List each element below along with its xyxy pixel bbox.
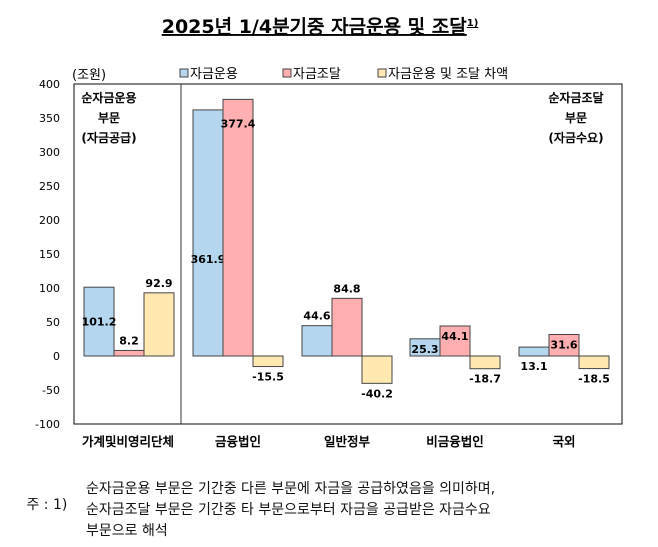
y-tick-label: 50 <box>46 316 60 329</box>
plot-frame <box>73 83 623 425</box>
legend-swatch <box>179 68 189 78</box>
unit-label: (조원) <box>72 68 106 83</box>
bar <box>439 325 471 357</box>
title-superscript: 1) <box>467 18 479 29</box>
bar <box>361 355 393 384</box>
data-label: -40.2 <box>361 387 393 400</box>
y-tick-label: 0 <box>53 350 60 363</box>
y-tick-label: -50 <box>42 384 60 397</box>
y-tick-label: 400 <box>39 78 60 91</box>
y-tick-label: 200 <box>39 214 60 227</box>
x-tick-label: 비금융법인 <box>426 434 484 449</box>
data-label: 44.1 <box>441 330 468 343</box>
legend-label: 자금운용 및 조달 차액 <box>388 67 508 82</box>
annotation-net-demand: 부문 <box>565 111 587 125</box>
bar <box>548 334 580 357</box>
bar <box>578 355 610 370</box>
footnote: 주 : 1) <box>22 478 67 514</box>
x-tick-label: 가계및비영리단체 <box>82 434 174 449</box>
data-label: -15.5 <box>252 371 284 384</box>
legend-label: 자금조달 <box>293 67 341 82</box>
y-tick-label: 350 <box>39 112 60 125</box>
bar <box>143 292 175 357</box>
x-tick-label: 국외 <box>552 434 575 449</box>
data-label: 31.6 <box>550 339 577 352</box>
footnote-line-1: 순자금운용 부문은 기간중 다른 부문에 자금을 공급하였음을 의미하며, <box>86 481 496 497</box>
bar <box>113 349 145 357</box>
legend-swatch <box>282 68 292 78</box>
data-label: 25.3 <box>411 343 438 356</box>
data-label: 92.9 <box>145 277 172 290</box>
bar <box>331 297 363 357</box>
chart-title: 2025년 1/4분기중 자금운용 및 조달1) <box>162 16 479 38</box>
data-label: 377.4 <box>221 117 256 130</box>
bar <box>518 346 550 357</box>
data-label: -18.5 <box>578 373 610 386</box>
annotation-net-supply: 순자금운용 <box>81 90 136 105</box>
bar <box>222 98 254 357</box>
bar <box>301 325 333 357</box>
y-tick-label: 250 <box>39 180 60 193</box>
annotation-net-supply: 부문 <box>98 111 120 125</box>
data-label: 8.2 <box>119 334 139 347</box>
bar <box>192 109 224 357</box>
legend: 자금운용 자금조달 자금운용 및 조달 차액 <box>179 67 508 82</box>
x-tick-label: 금융법인 <box>215 434 261 449</box>
data-label: 101.2 <box>82 316 117 329</box>
annotation-net-demand: (자금수요) <box>548 130 603 145</box>
footnote-prefix: 주 : 1) <box>26 497 68 513</box>
data-label: 361.9 <box>191 253 226 266</box>
y-tick-label: 150 <box>39 248 60 261</box>
annotation-net-demand: 순자금조달 <box>548 90 603 105</box>
bar <box>83 286 115 357</box>
annotation-net-supply: (자금공급) <box>81 130 136 145</box>
footnote-line-3: 부문으로 해석 <box>86 523 168 539</box>
legend-swatch <box>377 68 387 78</box>
y-tick-label: -100 <box>35 418 60 431</box>
data-label: 84.8 <box>333 282 360 295</box>
x-tick-label: 일반정부 <box>324 434 371 449</box>
legend-label: 자금운용 <box>190 67 238 82</box>
bar <box>469 355 501 370</box>
footnote-line-2: 순자금조달 부문은 기간중 타 부문으로부터 자금을 공급받은 자금수요 <box>86 502 491 518</box>
data-label: 44.6 <box>303 310 330 323</box>
y-tick-label: 100 <box>39 282 60 295</box>
bar <box>252 355 284 368</box>
y-tick-label: 300 <box>39 146 60 159</box>
bar-chart: 2025년 1/4분기중 자금운용 및 조달1) (조원) 자금운용 자금조달 자금… <box>35 16 623 449</box>
data-label: -18.7 <box>469 373 501 386</box>
data-label: 13.1 <box>520 360 547 373</box>
